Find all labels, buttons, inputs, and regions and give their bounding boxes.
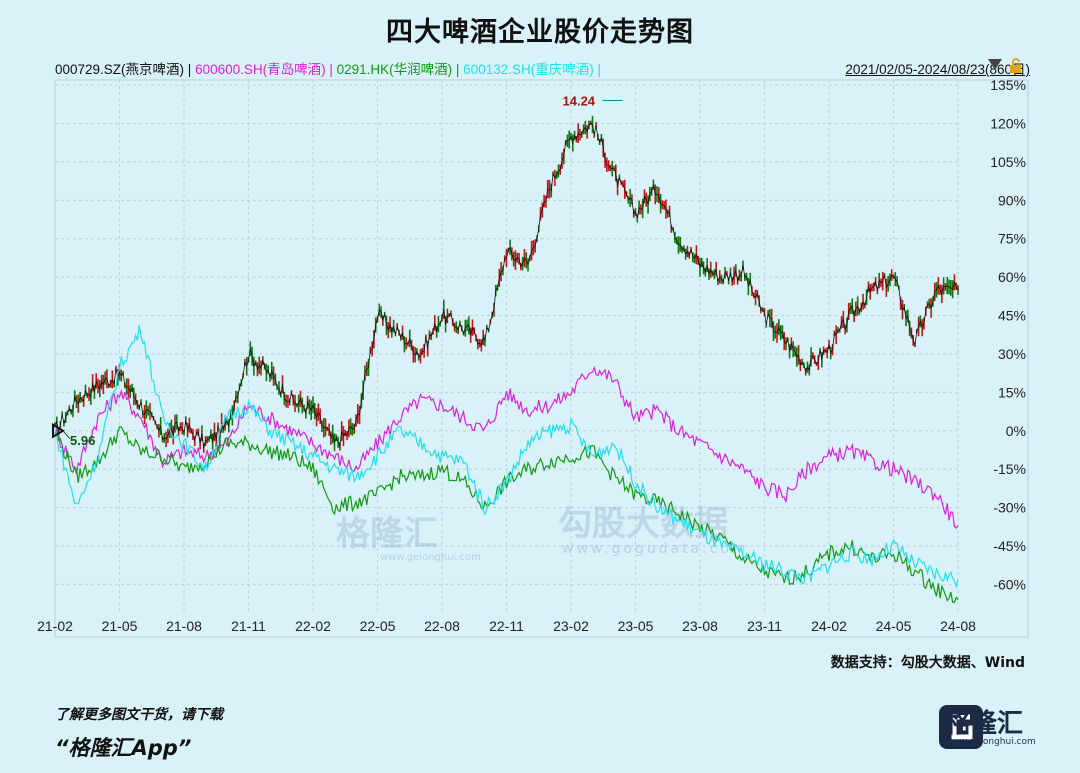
y-tick-label: 15% [998,384,1026,400]
legend-separator: | [452,62,464,77]
y-tick-label: 0% [1006,423,1026,439]
x-tick-label: 21-05 [102,618,138,634]
date-range[interactable]: 2021/02/05-2024/08/23(860日) [845,62,1030,77]
x-tick-label: 24-02 [811,618,847,634]
watermark-right-url: www.gogudata.com [562,541,749,557]
x-tick-label: 23-11 [747,618,782,634]
legend-item: 600132.SH(重庆啤酒) [463,62,594,77]
x-tick-label: 22-02 [295,618,331,634]
annotation-label: 5.96 [70,433,95,448]
y-tick-label: -15% [993,461,1026,477]
x-tick-label: 24-05 [876,618,912,634]
chart-title: 四大啤酒企业股价走势图 [386,17,694,48]
x-tick-label: 23-05 [618,618,654,634]
legend: 000729.SZ(燕京啤酒) | 600600.SH(青岛啤酒) | 0291… [55,58,601,78]
y-tick-label: -45% [993,538,1026,554]
series-line [54,365,959,530]
x-tick-label: 23-02 [553,618,589,634]
data-source: 数据支持：勾股大数据、Wind [830,655,1025,671]
y-tick-label: -60% [993,576,1026,592]
annotation-label: 14.24 [563,93,596,108]
y-tick-label: -30% [993,500,1026,516]
x-tick-label: 21-11 [231,618,266,634]
watermark-left: 格隆汇 [336,514,438,554]
y-tick-label: 90% [998,192,1026,208]
x-tick-label: 22-11 [489,618,524,634]
lock-icon[interactable] [1008,58,1024,74]
series-line [54,324,959,589]
brand-url: www.gelonghui.com [945,737,1036,747]
x-tick-label: 22-05 [360,618,396,634]
annotation-leader [62,430,71,440]
y-tick-label: 75% [998,231,1026,247]
legend-separator: | [184,62,196,77]
plot-area [54,79,1029,638]
series-line [54,122,959,449]
y-tick-label: 105% [990,154,1026,170]
y-tick-label: 135% [990,77,1026,93]
y-tick-label: 60% [998,269,1026,285]
watermark-left-url: www.gelonghui.com [380,552,481,563]
y-tick-label: 30% [998,346,1026,362]
x-tick-label: 23-08 [682,618,718,634]
brand-logo-icon [939,705,983,749]
brand-name: 格隆汇 [945,709,1024,739]
promo-line-1: 了解更多图文干货，请下载 [55,707,223,723]
x-tick-label: 21-02 [37,618,73,634]
legend-item: 000729.SZ(燕京啤酒) [55,62,185,77]
y-tick-label: 45% [998,308,1026,324]
legend-separator: | [325,62,337,77]
x-tick-label: 21-08 [166,618,202,634]
legend-item: 600600.SH(青岛啤酒) [195,62,326,77]
legend-item: 0291.HK(华润啤酒) [336,62,453,77]
x-tick-label: 24-08 [940,618,976,634]
legend-separator: | [593,62,601,77]
start-marker [52,423,65,439]
dropdown-arrow-icon[interactable] [988,59,1002,70]
watermark-right: 勾股大数据 [558,504,728,544]
promo-line-2: “格隆汇App” [55,736,192,760]
y-tick-label: 120% [990,116,1026,132]
x-tick-label: 22-08 [424,618,460,634]
